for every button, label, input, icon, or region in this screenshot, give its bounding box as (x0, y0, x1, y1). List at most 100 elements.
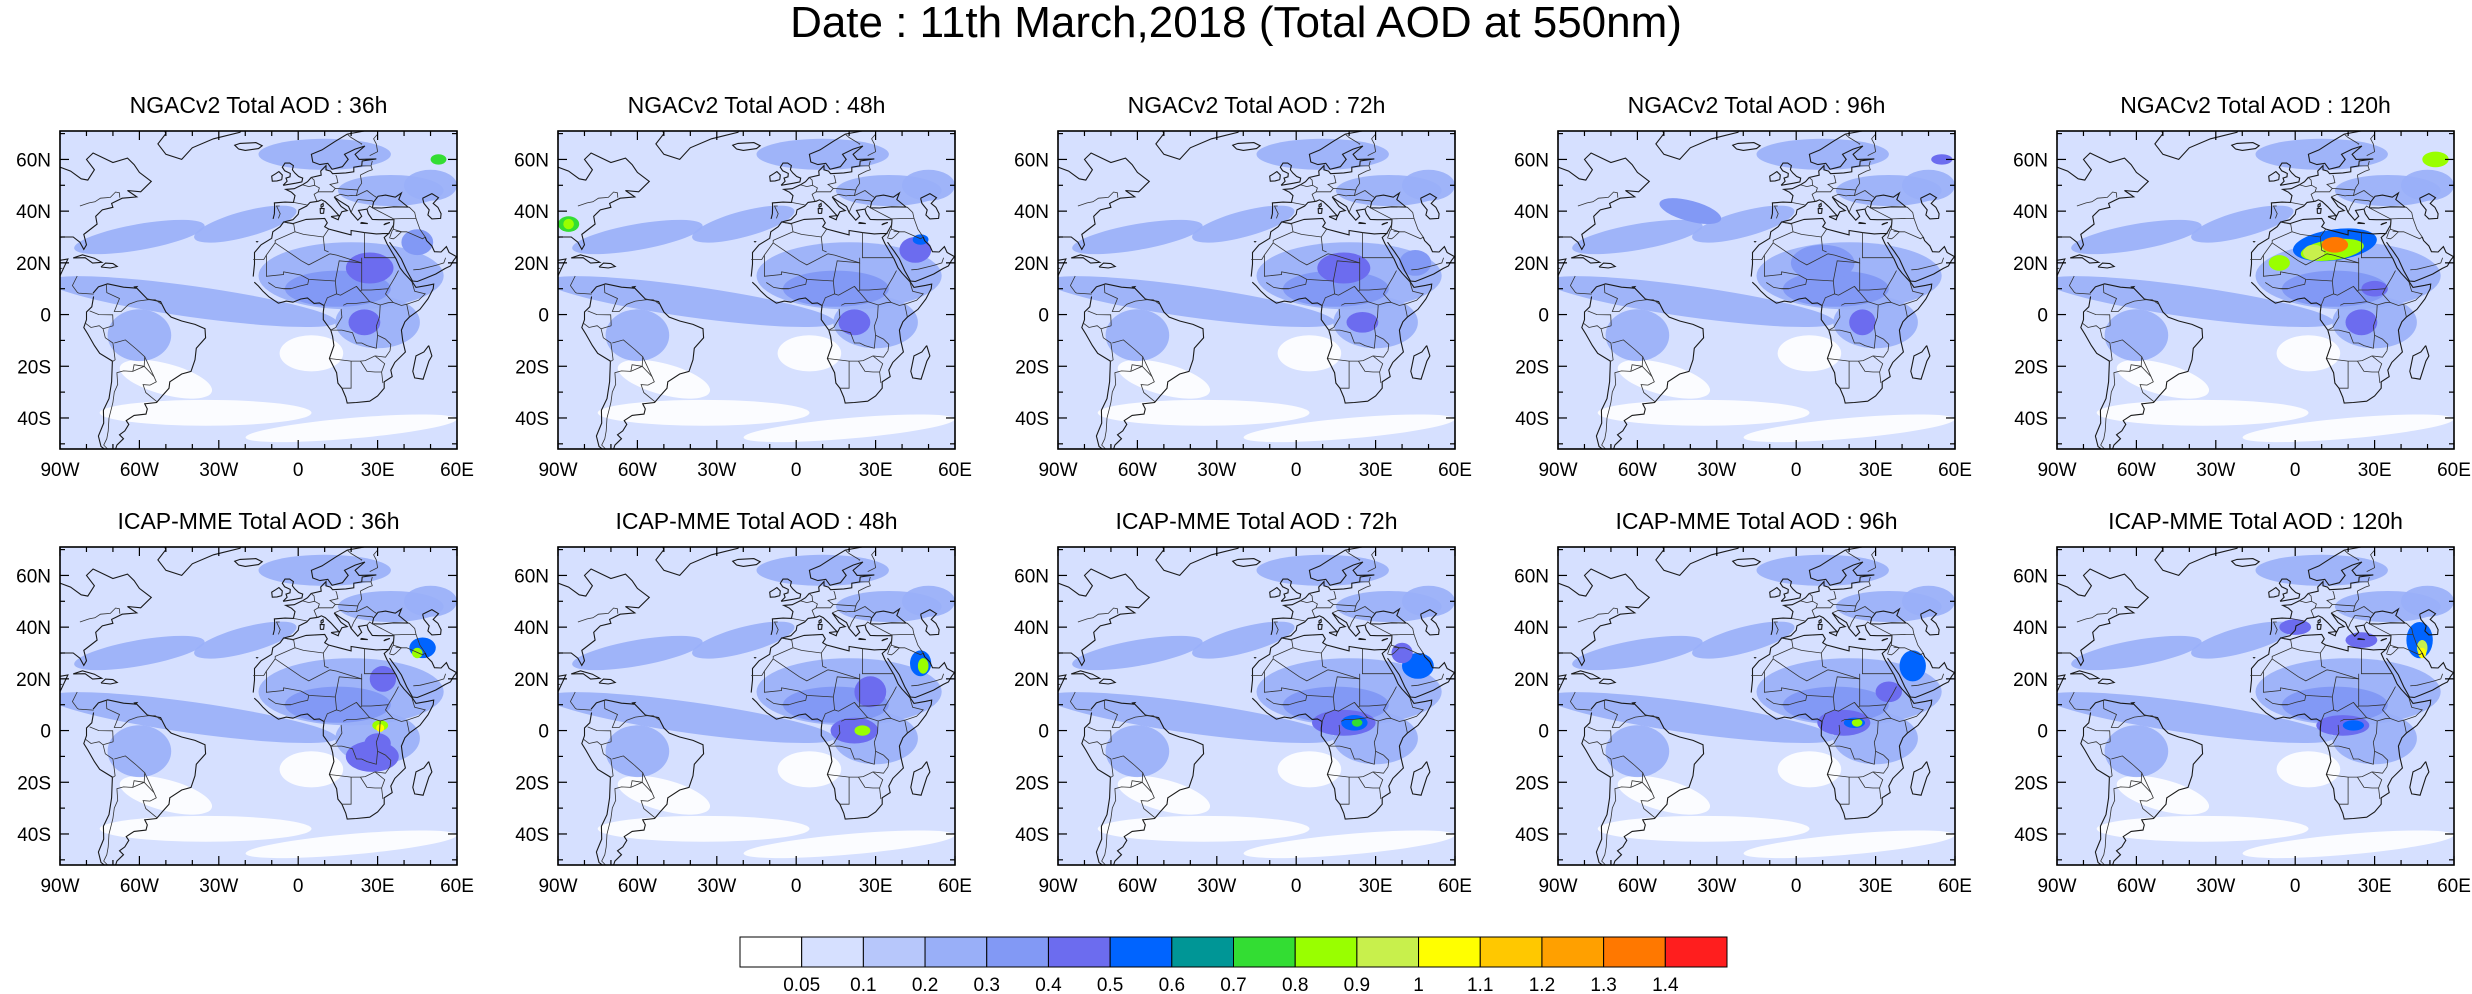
country-border (867, 133, 877, 156)
country-border (2100, 339, 2143, 449)
lon-tick-label: 30W (1697, 876, 1736, 897)
country-border (641, 782, 653, 793)
lon-tick-label: 30W (1697, 460, 1736, 481)
country-border (1911, 684, 1918, 687)
coastline (1828, 214, 1839, 221)
country-border (2357, 776, 2381, 800)
aod-colorbar: 0.05 0.1 0.2 0.3 0.4 0.5 0.6 0.7 0.8 0.9 1 1.1 1.2 1.… (739, 936, 1728, 994)
coastline (1731, 142, 1762, 151)
coastline (2252, 241, 2256, 243)
country-border (369, 133, 379, 156)
country-border (293, 202, 307, 206)
coastline (1318, 618, 1322, 624)
country-border (357, 199, 374, 203)
coastline (389, 652, 457, 699)
country-border (2331, 605, 2356, 614)
country-border (1872, 355, 1884, 373)
country-border (1841, 717, 1868, 722)
coastline (769, 586, 781, 598)
coastline (1270, 547, 1375, 636)
aod-plume (617, 775, 711, 815)
aod-plume (1072, 219, 1203, 255)
coastline (330, 630, 341, 637)
aod-plume (1743, 414, 1955, 443)
colorbar-level-label: 1 (1413, 975, 1424, 994)
country-border (79, 191, 121, 207)
aod-plume (1317, 252, 1371, 284)
country-border (1601, 755, 1644, 865)
country-border (2082, 739, 2113, 779)
panel-title: NGACv2 Total AOD : 120h (2120, 92, 2391, 118)
country-border (1848, 199, 1857, 213)
country-border (1630, 780, 1643, 788)
coastline (887, 652, 955, 699)
coastline (1598, 678, 1617, 685)
country-border (2086, 310, 2111, 326)
coastline (412, 761, 433, 796)
coastline (750, 633, 933, 820)
country-border (1859, 288, 1887, 291)
colorbar-swatch (1356, 936, 1420, 968)
aod-plume (194, 205, 297, 243)
colorbar-swatch (801, 936, 864, 968)
country-border (487, 231, 539, 248)
coastline (818, 618, 822, 624)
country-border (1630, 364, 1643, 372)
country-border (2358, 288, 2386, 291)
country-border (772, 637, 794, 659)
lat-tick-label: 40S (2014, 409, 2048, 430)
country-border (1388, 230, 1401, 240)
coastline (779, 578, 802, 602)
country-border (2366, 133, 2376, 156)
country-border (1321, 293, 1335, 306)
aod-plume (2361, 280, 2388, 297)
country-border (2387, 230, 2400, 240)
aod-plume (245, 414, 457, 443)
aod-plume (1277, 751, 1342, 788)
coastline (2316, 624, 2322, 631)
coastline (818, 202, 822, 208)
country-border (1839, 777, 1850, 805)
aod-plume (364, 733, 391, 754)
coastline (2269, 547, 2374, 636)
country-border (1828, 724, 1841, 747)
coastline (1750, 217, 1933, 404)
lon-tick-label: 60W (120, 460, 159, 481)
country-border (1751, 658, 1774, 676)
lon-tick-label: 60W (1618, 876, 1657, 897)
country-border (1583, 739, 1614, 779)
lon-tick-label: 0 (1291, 460, 1302, 481)
lat-tick-label: 40S (17, 409, 51, 430)
country-border (330, 329, 378, 349)
lat-tick-label: 40S (515, 409, 549, 430)
aod-plume (854, 676, 887, 708)
coastline (887, 236, 955, 283)
country-border (1854, 606, 1875, 614)
country-border (2290, 618, 2304, 622)
coastline (1071, 670, 1102, 680)
coastline (581, 283, 705, 449)
country-border (1328, 308, 1341, 331)
coastline (2386, 652, 2454, 699)
coastline (2409, 345, 2430, 380)
country-border (820, 652, 827, 669)
country-border (1887, 219, 1893, 239)
coastline (1103, 547, 1240, 577)
coastline (2409, 761, 2430, 796)
panel-title: ICAP-MME Total AOD : 120h (2108, 508, 2403, 534)
coastline (779, 162, 802, 186)
country-border (858, 360, 882, 384)
country-border (848, 199, 857, 213)
aod-plume (1072, 635, 1203, 671)
coastline (2380, 221, 2387, 226)
country-border (1855, 615, 1872, 619)
figure-title: Date : 11th March,2018 (Total AOD at 550… (790, 0, 1682, 47)
lat-tick-label: 40N (16, 618, 51, 639)
country-border (341, 361, 352, 389)
country-border (1372, 355, 1384, 373)
country-border (2327, 329, 2375, 349)
lon-tick-label: 30W (2196, 876, 2235, 897)
colorbar-swatch (1233, 936, 1296, 968)
coastline (2249, 633, 2432, 820)
country-border (2357, 360, 2381, 384)
